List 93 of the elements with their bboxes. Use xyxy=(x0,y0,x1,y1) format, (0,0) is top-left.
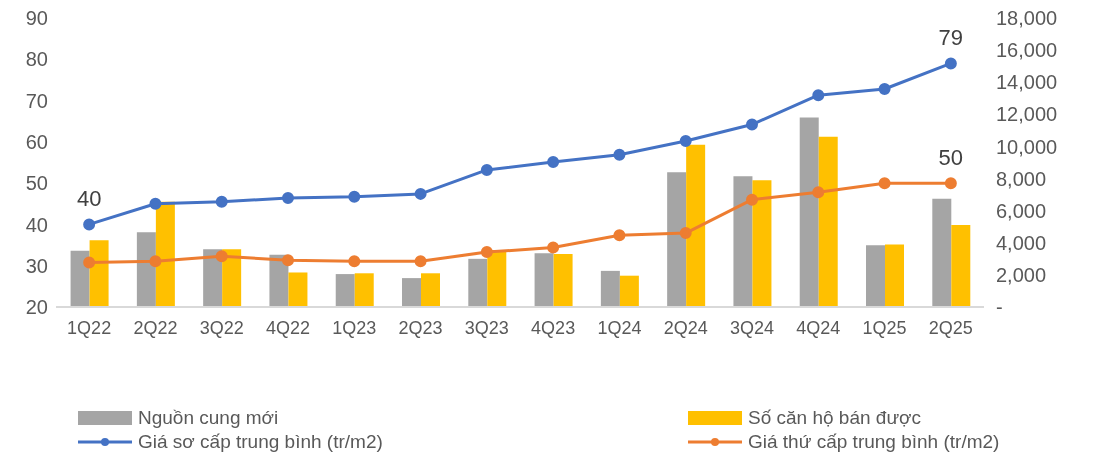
y2-tick-label: - xyxy=(996,296,1003,319)
bar xyxy=(534,253,554,307)
bar xyxy=(885,244,905,307)
bar xyxy=(222,249,242,307)
y-tick-label: 40 xyxy=(25,213,48,236)
x-tick-label: 2Q22 xyxy=(133,317,178,338)
bar xyxy=(866,245,886,307)
x-tick-label: 3Q22 xyxy=(199,317,244,338)
point xyxy=(679,227,692,240)
point xyxy=(348,190,361,203)
legend-label: Số căn hộ bán được xyxy=(748,407,922,429)
point xyxy=(149,255,162,268)
point xyxy=(746,193,758,206)
bar xyxy=(203,249,223,307)
bar xyxy=(354,273,374,307)
bar xyxy=(335,274,355,307)
data-label: 40 xyxy=(76,186,102,212)
bar xyxy=(468,258,488,307)
x-tick-label: 2Q24 xyxy=(663,317,708,338)
y2-tick-label: 18,000 xyxy=(996,7,1058,30)
point xyxy=(480,246,493,259)
bar xyxy=(951,225,971,307)
x-tick-label: 2Q25 xyxy=(928,317,973,338)
y-tick-label: 90 xyxy=(25,7,48,30)
bar xyxy=(733,176,753,307)
bar xyxy=(402,278,422,307)
y-tick-label: 80 xyxy=(25,48,48,71)
point xyxy=(613,148,626,161)
bar xyxy=(288,272,308,307)
point xyxy=(878,177,891,190)
x-tick-label: 4Q23 xyxy=(531,317,576,338)
bar xyxy=(686,144,706,307)
point xyxy=(944,57,957,70)
y-tick-label: 20 xyxy=(25,296,48,319)
point xyxy=(348,255,361,268)
point xyxy=(480,163,493,176)
y2-tick-label: 14,000 xyxy=(996,71,1058,94)
y-tick-label: 60 xyxy=(25,130,48,153)
bar xyxy=(70,250,90,307)
y-tick-label: 30 xyxy=(25,254,48,277)
data-label: 79 xyxy=(938,25,964,51)
point xyxy=(613,229,626,242)
legend-label: Nguồn cung mới xyxy=(138,407,279,429)
point xyxy=(679,135,692,148)
bar xyxy=(799,117,819,307)
x-tick-label: 1Q24 xyxy=(597,317,642,338)
y2-tick-label: 12,000 xyxy=(996,103,1058,126)
point xyxy=(812,89,825,102)
point xyxy=(414,187,427,200)
y2-tick-label: 6,000 xyxy=(996,199,1047,222)
y2-tick-label: 10,000 xyxy=(996,135,1058,158)
y2-tick-label: 8,000 xyxy=(996,167,1047,190)
y2-tick-label: 2,000 xyxy=(996,263,1047,286)
point xyxy=(282,254,294,267)
point xyxy=(944,177,957,190)
point xyxy=(812,186,825,199)
bar xyxy=(421,273,441,307)
bar xyxy=(487,250,507,307)
point xyxy=(149,197,162,210)
bar xyxy=(600,270,620,307)
point xyxy=(83,218,96,231)
x-tick-label: 3Q24 xyxy=(729,317,775,338)
x-tick-label: 4Q22 xyxy=(265,317,311,338)
y2-tick-label: 16,000 xyxy=(996,39,1058,62)
bar xyxy=(818,136,838,307)
y-tick-label: 70 xyxy=(25,89,48,112)
x-tick-label: 3Q23 xyxy=(464,317,509,338)
x-tick-label: 1Q25 xyxy=(862,317,907,338)
point xyxy=(215,195,228,208)
bar xyxy=(89,240,109,307)
point xyxy=(878,83,891,96)
bar xyxy=(932,198,952,307)
bar xyxy=(752,180,772,307)
legend-label: Giá thứ cấp trung bình (tr/m2) xyxy=(748,431,1000,453)
x-tick-label: 2Q23 xyxy=(398,317,443,338)
y2-tick-label: 4,000 xyxy=(996,231,1047,254)
x-tick-label: 4Q24 xyxy=(796,317,841,338)
point xyxy=(83,256,96,269)
point xyxy=(746,118,758,131)
point xyxy=(282,192,294,205)
bar xyxy=(136,232,156,307)
x-tick-label: 1Q23 xyxy=(332,317,377,338)
data-label: 50 xyxy=(938,145,964,171)
bar xyxy=(553,254,573,307)
y-tick-label: 50 xyxy=(25,172,48,195)
bar xyxy=(667,172,687,307)
x-tick-label: 1Q22 xyxy=(67,317,112,338)
point xyxy=(547,241,560,254)
point xyxy=(414,255,427,268)
point xyxy=(547,156,560,169)
bar xyxy=(619,275,639,307)
point xyxy=(215,250,228,263)
legend-label: Giá sơ cấp trung bình (tr/m2) xyxy=(138,431,383,453)
